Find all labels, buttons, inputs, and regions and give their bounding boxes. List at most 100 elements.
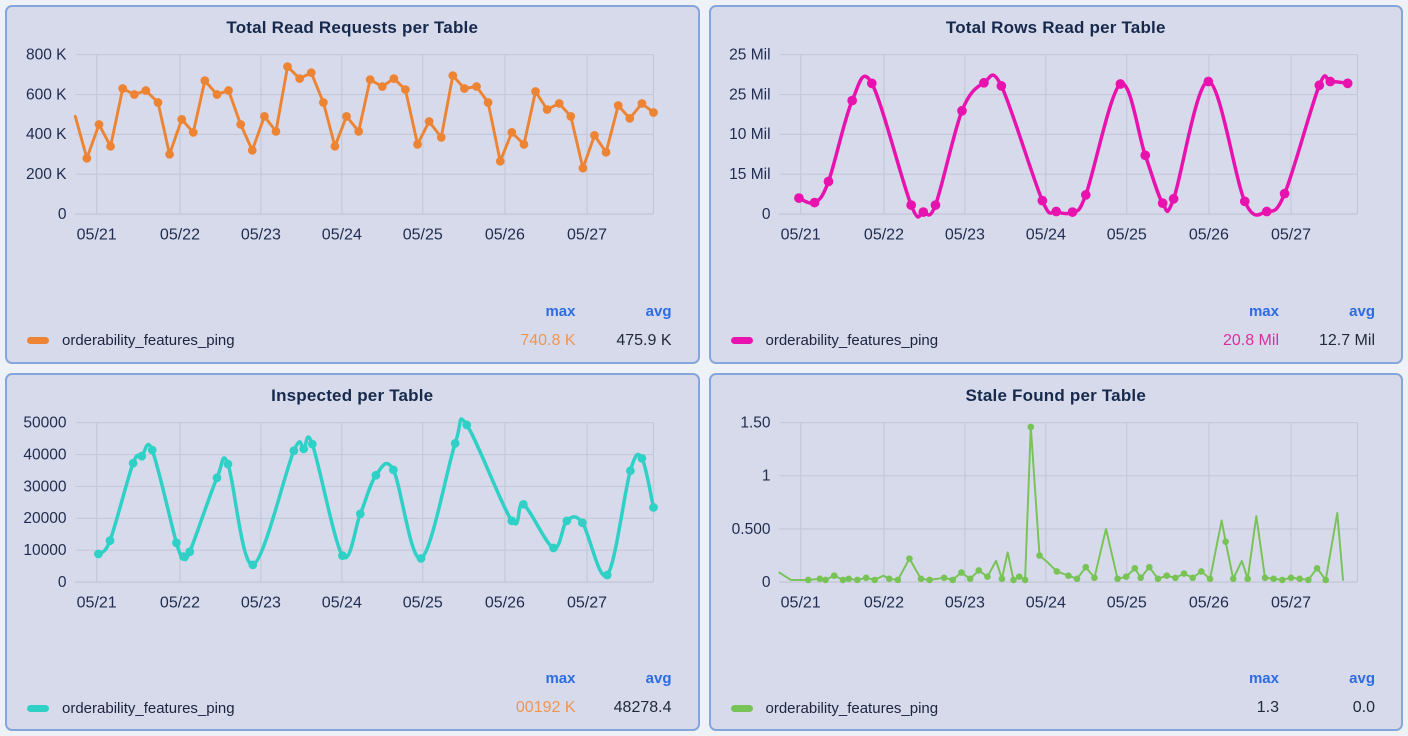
data-point <box>377 82 387 91</box>
series-swatch[interactable] <box>730 704 753 712</box>
data-point <box>248 559 258 569</box>
data-point <box>401 85 410 94</box>
y-tick-label: 50000 <box>23 414 67 431</box>
y-tick-label: 1 <box>761 467 770 484</box>
x-tick-label: 05/26 <box>1188 593 1228 611</box>
data-point <box>1073 575 1080 582</box>
data-point <box>1313 80 1324 91</box>
panel-title[interactable]: Stale Found per Table <box>965 385 1147 405</box>
legend-max-header[interactable]: max <box>1248 670 1279 687</box>
series-swatch[interactable] <box>730 337 753 344</box>
x-tick-label: 05/21 <box>77 225 117 243</box>
y-tick-label: 400 K <box>26 126 67 143</box>
data-point <box>118 84 128 93</box>
data-point <box>866 78 877 89</box>
y-tick-label: 25 Mil <box>729 86 770 103</box>
data-point <box>853 576 861 583</box>
x-tick-label: 05/21 <box>780 593 820 611</box>
data-point <box>839 576 846 583</box>
data-point <box>821 576 829 583</box>
data-point <box>212 472 222 482</box>
y-tick-label: 10000 <box>23 542 67 559</box>
panel-title[interactable]: Total Read Requests per Table <box>226 18 479 37</box>
data-point <box>1115 79 1125 89</box>
data-point <box>1131 564 1138 572</box>
line-chart-stale-found[interactable]: 0 0.500 1 1.50 05/21 05/22 05/23 05/24 05/25 05/2… <box>721 408 1392 622</box>
line-chart-total-rows-read[interactable]: 0 15 Mil 10 Mil 25 Mil 25 Mil 05/21 05/22 05/23… <box>721 40 1392 254</box>
series-label[interactable]: orderability_features_ping <box>765 332 939 349</box>
series-swatch[interactable] <box>27 337 49 344</box>
chart-gridlines <box>778 421 1358 583</box>
data-point <box>319 98 328 107</box>
x-tick-label: 05/26 <box>485 593 525 611</box>
data-point <box>137 451 147 460</box>
data-point <box>495 156 505 166</box>
data-point <box>507 128 517 137</box>
data-point <box>1261 573 1268 581</box>
data-point <box>995 81 1006 91</box>
x-tick-label: 05/21 <box>77 593 117 611</box>
data-point <box>577 517 587 527</box>
data-point <box>804 576 812 583</box>
data-point <box>212 90 222 99</box>
y-tick-label: 0 <box>58 206 67 223</box>
data-point <box>1113 575 1121 582</box>
data-point <box>307 439 317 448</box>
panel-title[interactable]: Inspected per Table <box>271 385 434 405</box>
series-line <box>777 425 1344 581</box>
data-point <box>223 459 233 468</box>
data-point <box>1342 78 1353 89</box>
data-point <box>94 120 104 129</box>
data-point <box>448 71 458 80</box>
legend-max-header[interactable]: max <box>1248 302 1279 320</box>
legend-stats: max avg orderability_features_ping 00192… <box>17 670 688 719</box>
data-point <box>1122 572 1130 580</box>
data-point <box>625 114 635 123</box>
data-point <box>460 84 469 93</box>
data-point <box>531 87 540 96</box>
y-tick-label: 200 K <box>26 166 67 183</box>
data-point <box>1067 207 1077 217</box>
series-label[interactable]: orderability_features_ping <box>765 699 939 717</box>
line-chart-total-read-requests[interactable]: 0 200 K 400 K 600 K 800 K 05/21 05/22 05/23 05/2… <box>17 40 688 254</box>
data-point <box>188 128 198 137</box>
axis-labels: 0 10000 20000 30000 40000 50000 05/21 05/22 05/2… <box>23 414 607 611</box>
legend-avg-header[interactable]: avg <box>645 302 672 320</box>
data-point <box>1154 575 1161 582</box>
data-point <box>562 515 572 525</box>
panel-title[interactable]: Total Rows Read per Table <box>945 18 1166 37</box>
data-point <box>413 140 422 149</box>
legend-avg-header[interactable]: avg <box>1349 302 1375 320</box>
legend-avg-header[interactable]: avg <box>1349 670 1375 687</box>
data-point <box>613 101 623 110</box>
data-point <box>295 74 305 83</box>
series-swatch[interactable] <box>27 704 49 712</box>
legend-avg-header[interactable]: avg <box>645 670 672 687</box>
data-point <box>338 550 347 560</box>
legend-max-header[interactable]: max <box>545 670 576 687</box>
data-point <box>424 117 434 126</box>
y-tick-label: 40000 <box>23 446 67 463</box>
data-point <box>436 133 446 142</box>
data-point <box>1287 573 1294 581</box>
panel-total-rows-read: Total Rows Read per Table 0 15 Mil 10 Mil 2… <box>708 5 1403 364</box>
data-point <box>1036 195 1047 206</box>
data-point <box>957 568 965 576</box>
data-point <box>983 572 991 580</box>
legend-max-header[interactable]: max <box>545 302 576 320</box>
data-point <box>299 443 309 453</box>
data-point <box>1295 575 1303 582</box>
x-tick-label: 05/27 <box>567 593 607 611</box>
series-label[interactable]: orderability_features_ping <box>62 699 235 717</box>
line-chart-inspected[interactable]: 0 10000 20000 30000 40000 50000 05/21 05/22 05/2… <box>17 408 688 622</box>
series-label[interactable]: orderability_features_ping <box>62 332 235 349</box>
max-value: 1.3 <box>1256 699 1279 716</box>
data-point <box>905 200 916 210</box>
data-point <box>1162 571 1170 579</box>
data-point <box>956 105 967 116</box>
x-tick-label: 05/22 <box>863 225 903 243</box>
data-point <box>1202 76 1213 87</box>
max-value: 740.8 K <box>520 331 576 349</box>
y-tick-label: 0 <box>58 573 67 590</box>
data-point <box>306 68 316 78</box>
